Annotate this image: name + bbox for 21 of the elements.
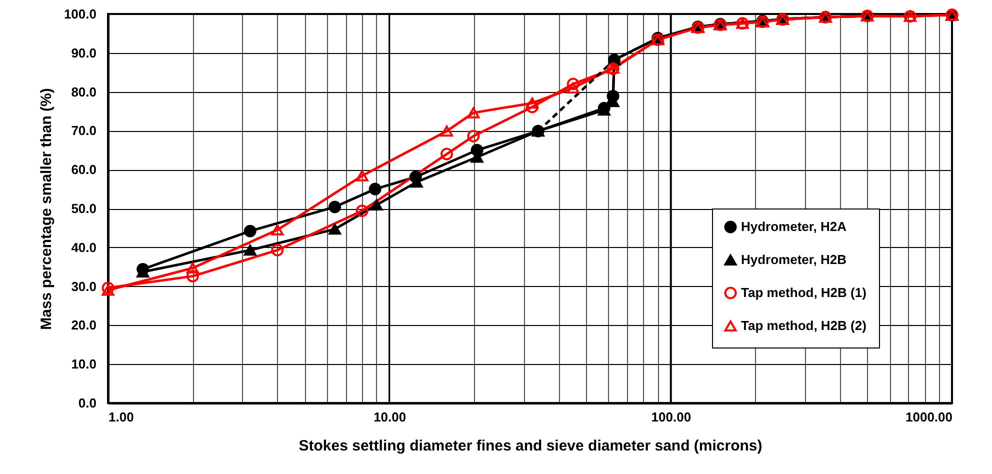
x-axis-title: Stokes settling diameter fines and sieve diameter sand (microns) [298, 438, 762, 454]
y-tick-label: 50.0 [71, 201, 96, 216]
y-tick-label: 100.0 [64, 6, 96, 22]
legend-label: Tap method, H2B (1) [741, 285, 866, 300]
y-tick-label: 60.0 [71, 162, 96, 178]
y-tick-label: 40.0 [71, 240, 96, 255]
y-tick-label: 30.0 [71, 278, 96, 294]
y-tick-label: 80.0 [71, 84, 96, 100]
x-tick-label: 10.00 [374, 410, 406, 424]
y-tick-label: 0.0 [78, 396, 96, 410]
y-tick-label: 10.0 [71, 356, 96, 372]
x-tick-label: 100.00 [651, 410, 692, 424]
y-tick-label: 20.0 [71, 318, 96, 333]
legend-label: Hydrometer, H2B [741, 252, 846, 267]
x-tick-label: 1.00 [108, 410, 134, 424]
y-tick-label: 90.0 [71, 45, 96, 60]
y-axis-title: Mass percentage smaller than (%) [38, 88, 55, 330]
legend-label: Hydrometer, H2A [741, 219, 848, 234]
x-tick-label: 1000.00 [906, 410, 952, 424]
legend-label: Tap method, H2B (2) [741, 318, 866, 333]
y-tick-label: 70.0 [71, 123, 96, 138]
